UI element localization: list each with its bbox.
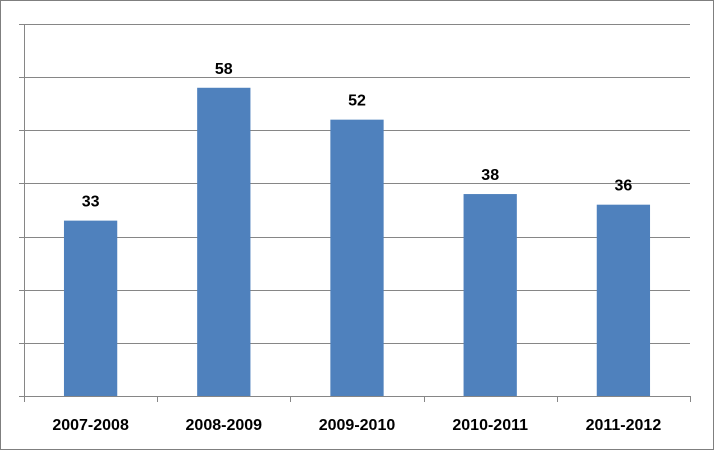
- x-tick-label-2010-2011: 2010-2011: [452, 417, 528, 434]
- bar-2008-2009: [197, 87, 251, 397]
- data-label-2009-2010: 52: [348, 93, 366, 110]
- bar-2010-2011: [463, 194, 517, 396]
- data-labels: 33 58 52 38 36: [82, 61, 633, 211]
- bar-2009-2010: [330, 119, 384, 397]
- x-tick-label-2009-2010: 2009-2010: [319, 417, 396, 434]
- axes: [19, 24, 691, 402]
- data-label-2008-2009: 58: [215, 61, 233, 78]
- bars: [63, 87, 651, 397]
- bar-2007-2008: [63, 220, 118, 396]
- x-tick-label-2011-2012: 2011-2012: [586, 417, 662, 434]
- x-tick-label-2007-2008: 2007-2008: [52, 417, 129, 434]
- x-tick-labels: 2007-2008 2008-2009 2009-2010 2010-2011 2011…: [52, 417, 661, 434]
- data-label-2010-2011: 38: [481, 167, 499, 184]
- bar-2011-2012: [596, 204, 651, 396]
- data-label-2011-2012: 36: [615, 178, 633, 195]
- data-label-2007-2008: 33: [82, 194, 100, 211]
- x-tick-label-2008-2009: 2008-2009: [186, 417, 263, 434]
